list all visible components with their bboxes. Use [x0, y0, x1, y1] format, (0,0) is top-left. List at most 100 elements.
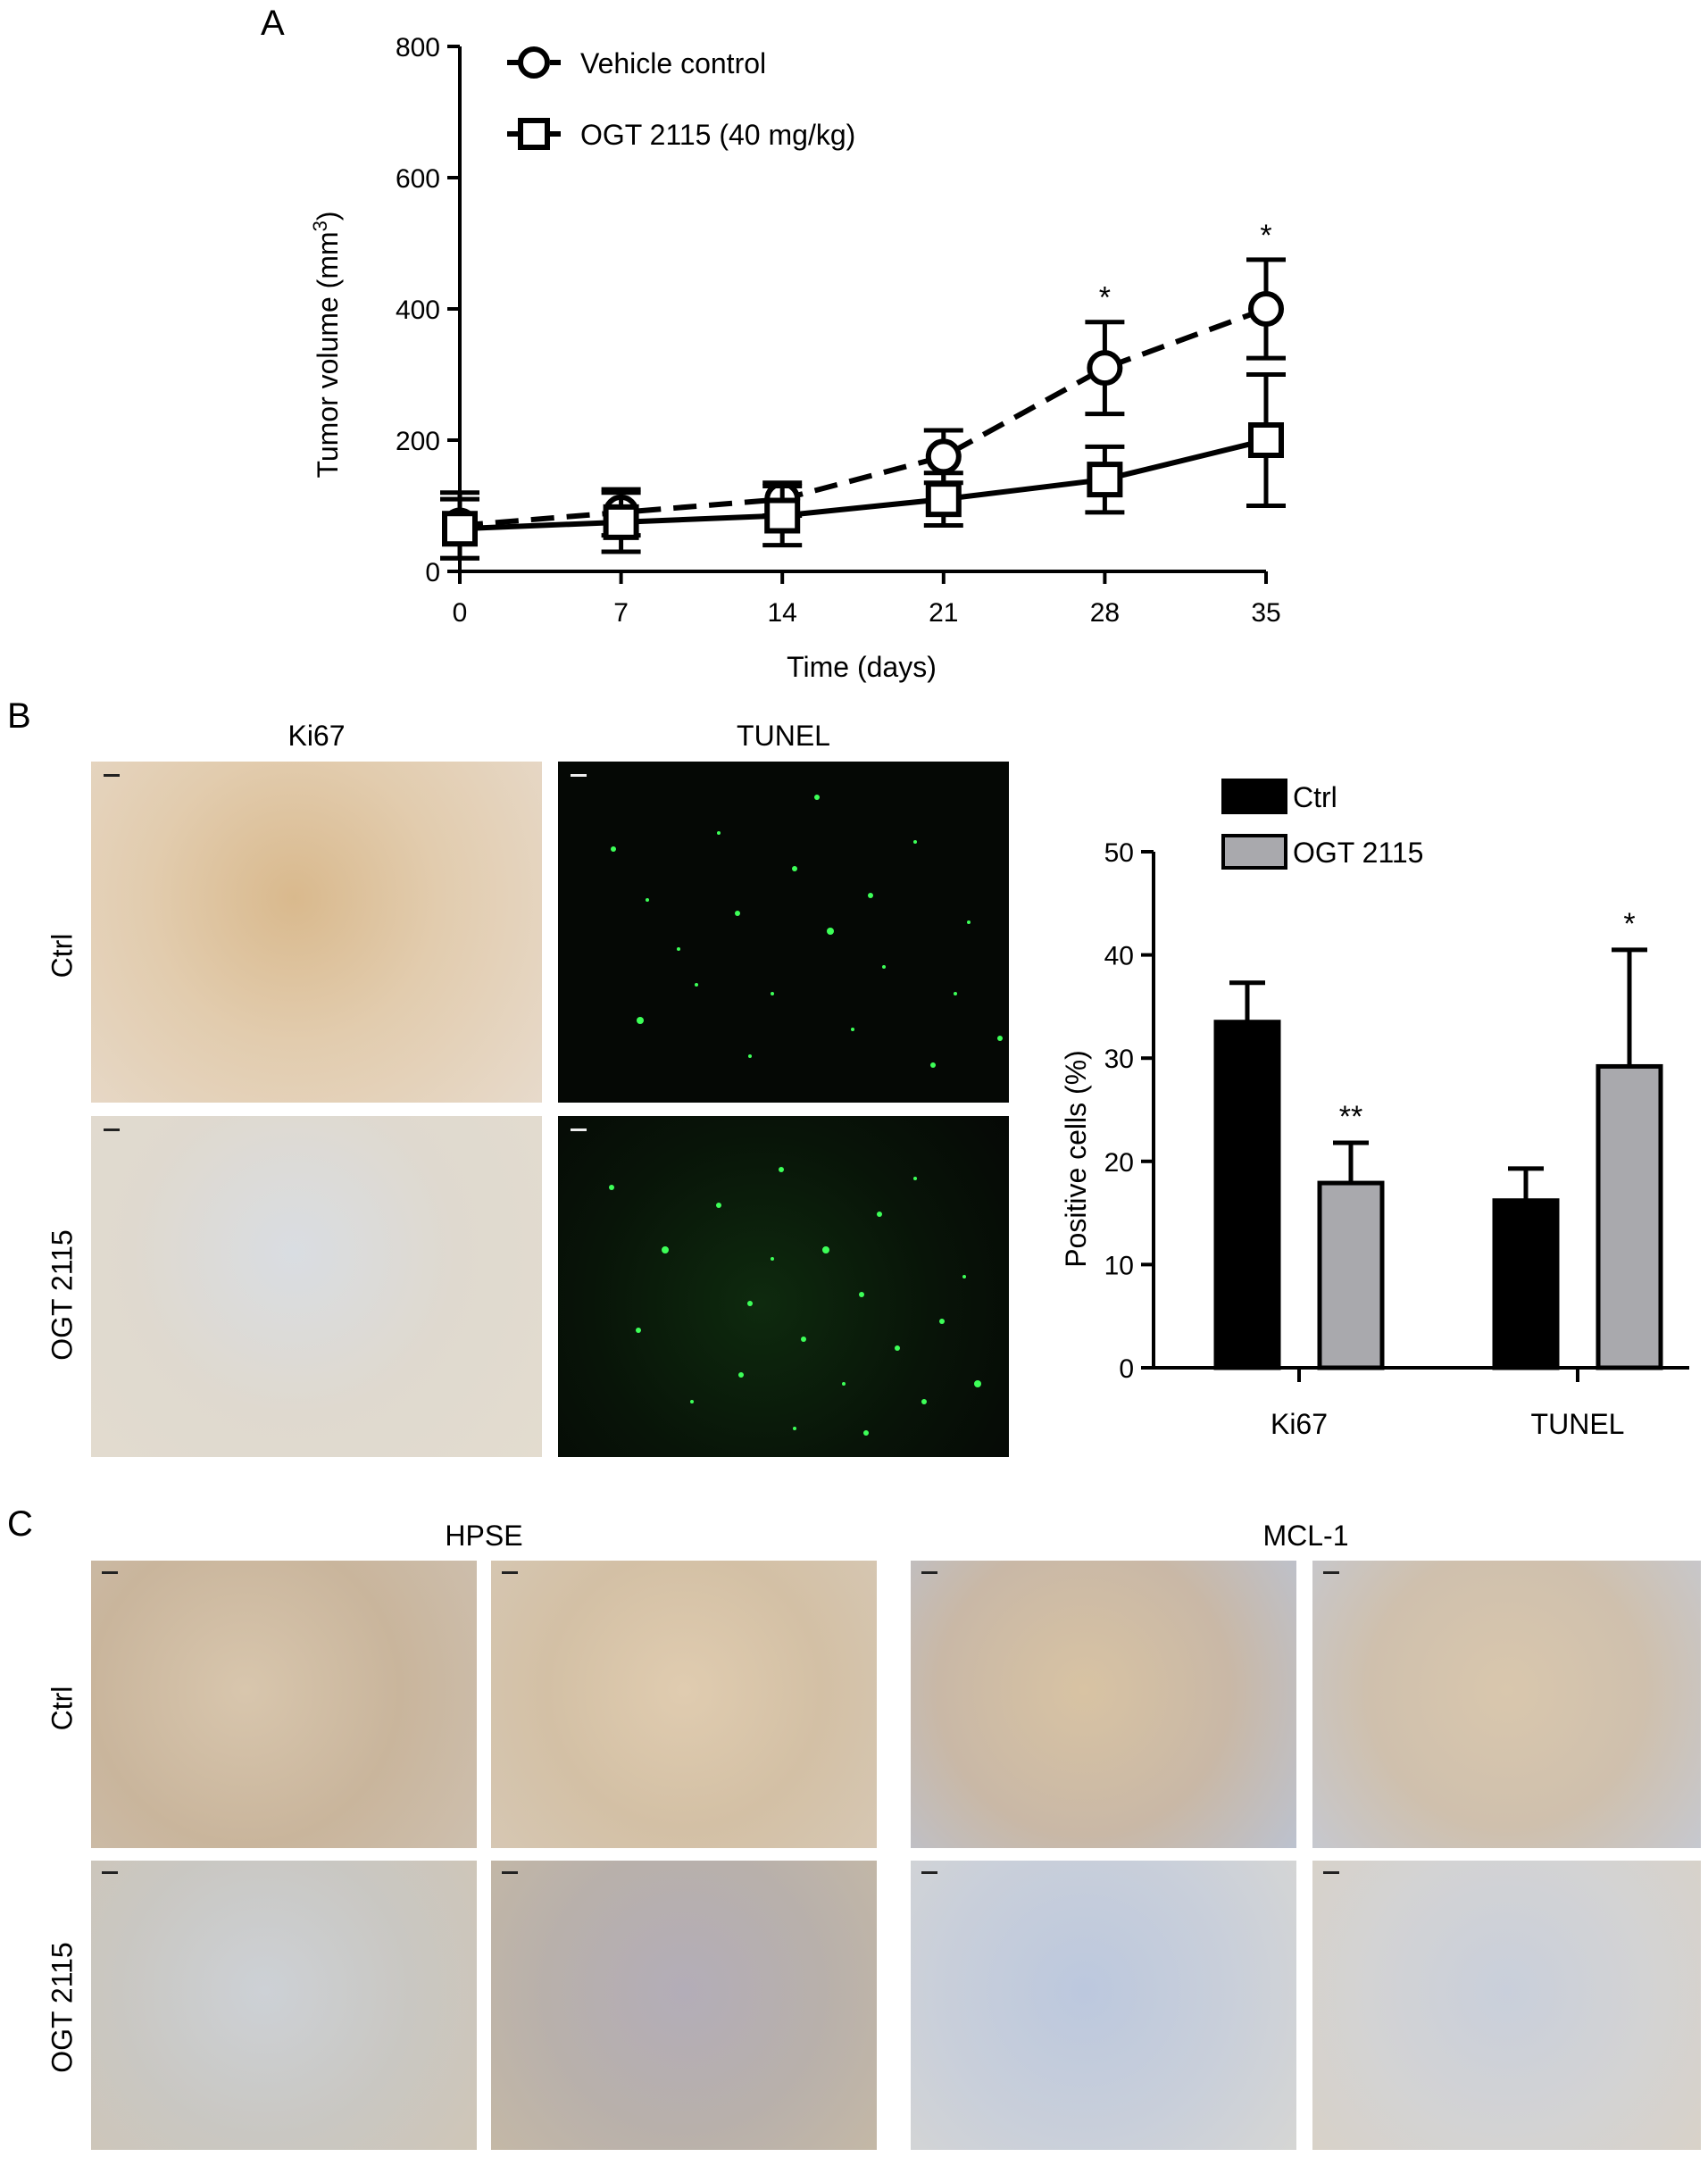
bar-tunel-ctrl [1492, 1198, 1560, 1370]
legend-label: Ctrl [1293, 781, 1337, 813]
y-tick-label: 600 [396, 164, 440, 194]
legend-marker-square [518, 118, 550, 150]
scale-bar [502, 1871, 518, 1874]
legend-label: OGT 2115 [1293, 837, 1423, 869]
micrograph-hpse-ctrl-1 [91, 1561, 477, 1848]
scale-bar [1323, 1871, 1339, 1874]
legend-item-ctrl: Ctrl [1221, 779, 1337, 814]
data-point-circle [1087, 350, 1123, 387]
legend-label: Vehicle control [580, 47, 766, 79]
bar-ki67-ctrl [1213, 1020, 1281, 1370]
panel-label-b: B [7, 696, 31, 736]
row-title-b-ogt: OGT 2115 [46, 1229, 79, 1361]
data-point-square [764, 497, 801, 534]
data-point-circle [1248, 291, 1284, 327]
line-chart-series: ** [440, 219, 1286, 561]
micrograph-hpse-ogt-1 [91, 1861, 477, 2150]
bar-tunel-ogt-2115 [1596, 1063, 1663, 1370]
significance-marker: * [1260, 219, 1271, 253]
scale-bar [571, 1128, 587, 1131]
significance-marker: * [1623, 907, 1635, 941]
y-tick-label: 10 [1104, 1251, 1134, 1280]
group-title-mcl1: MCL-1 [1262, 1520, 1349, 1552]
legend-item-ogt-2115: OGT 2115 [1221, 834, 1423, 870]
y-axis-label-superscript: 3 [309, 221, 331, 231]
bar-ki67-ogt-2115 [1317, 1180, 1385, 1370]
tunel-dots [609, 1167, 981, 1436]
x-tick-label: 14 [768, 598, 797, 628]
data-point-square [603, 504, 639, 540]
scale-bar [921, 1571, 937, 1574]
micrograph-mcl1-ogt-1 [911, 1861, 1296, 2150]
scale-bar [102, 1871, 118, 1874]
legend-item-vehicle-control: Vehicle control [507, 46, 766, 79]
y-axis-label-main: Tumor volume (mm [312, 231, 344, 478]
x-tick-label: 0 [453, 598, 468, 628]
scale-bar [104, 774, 120, 777]
legend-swatch [1221, 779, 1287, 814]
micrograph-hpse-ogt-2 [491, 1861, 877, 2150]
data-point-square [1087, 462, 1123, 498]
panel-label-c: C [7, 1504, 33, 1544]
scale-bar [102, 1571, 118, 1574]
group-title-hpse: HPSE [445, 1520, 523, 1552]
line-chart-axes: 0 200 400 600 800 0 7 14 21 28 35 [396, 33, 1281, 628]
tunel-dots [611, 795, 1003, 1068]
micrograph-mcl1-ctrl-2 [1312, 1561, 1701, 1848]
y-tick-label: 30 [1104, 1045, 1134, 1074]
micrograph-tunel-ctrl [558, 762, 1009, 1103]
y-tick-label: 800 [396, 33, 440, 62]
y-tick-label: 20 [1104, 1148, 1134, 1178]
y-axis-label-close: ) [312, 211, 344, 221]
y-tick-label: 200 [396, 427, 440, 456]
data-point-circle [925, 438, 962, 475]
significance-marker: * [1099, 281, 1111, 315]
bar-chart-legend: Ctrl OGT 2115 [1221, 779, 1423, 870]
y-tick-label: 50 [1104, 838, 1134, 868]
scale-bar [571, 774, 587, 777]
series-ogt-2115 [440, 372, 1286, 561]
x-tick-label: Ki67 [1271, 1408, 1328, 1440]
line-chart-x-axis-label: Time (days) [787, 651, 937, 683]
data-point-square [442, 511, 478, 547]
line-chart-legend: Vehicle control OGT 2115 (40 mg/kg) [507, 46, 855, 151]
bar-chart-y-axis-label: Positive cells (%) [1060, 1050, 1092, 1268]
micrograph-mcl1-ctrl-1 [911, 1561, 1296, 1848]
significance-marker: ** [1339, 1100, 1362, 1134]
y-tick-label: 0 [1119, 1354, 1134, 1384]
scale-bar [502, 1571, 518, 1574]
x-tick-label: 35 [1251, 598, 1280, 628]
micrograph-ki67-ctrl [91, 762, 542, 1103]
micrograph-hpse-ctrl-2 [491, 1561, 877, 1848]
line-chart-y-axis-label: Tumor volume (mm3) [309, 211, 344, 478]
x-tick-label: TUNEL [1531, 1408, 1625, 1440]
col-title-tunel: TUNEL [737, 720, 830, 752]
scale-bar [104, 1128, 120, 1131]
row-title-c-ogt: OGT 2115 [46, 1942, 79, 2073]
legend-swatch [1221, 834, 1287, 870]
scale-bar [1323, 1571, 1339, 1574]
series-line [459, 306, 1268, 529]
y-tick-label: 0 [425, 558, 440, 587]
legend-label: OGT 2115 (40 mg/kg) [580, 119, 855, 151]
row-title-c-ctrl: Ctrl [46, 1686, 79, 1731]
panel-label-a: A [261, 4, 285, 43]
micrograph-tunel-ogt [558, 1116, 1009, 1457]
data-point-square [925, 481, 962, 518]
data-point-square [1248, 422, 1284, 458]
x-tick-label: 7 [613, 598, 629, 628]
row-title-b-ctrl: Ctrl [46, 933, 79, 979]
micrograph-ki67-ogt [91, 1116, 542, 1457]
y-tick-label: 400 [396, 296, 440, 325]
x-tick-label: 28 [1090, 598, 1120, 628]
y-tick-label: 40 [1104, 942, 1134, 971]
series-line [459, 437, 1267, 532]
x-tick-label: 21 [929, 598, 958, 628]
legend-marker-circle [518, 46, 550, 79]
micrograph-mcl1-ogt-2 [1312, 1861, 1701, 2150]
scale-bar [921, 1871, 937, 1874]
col-title-ki67: Ki67 [287, 720, 346, 752]
bar-chart-bars: *** [1213, 907, 1663, 1370]
